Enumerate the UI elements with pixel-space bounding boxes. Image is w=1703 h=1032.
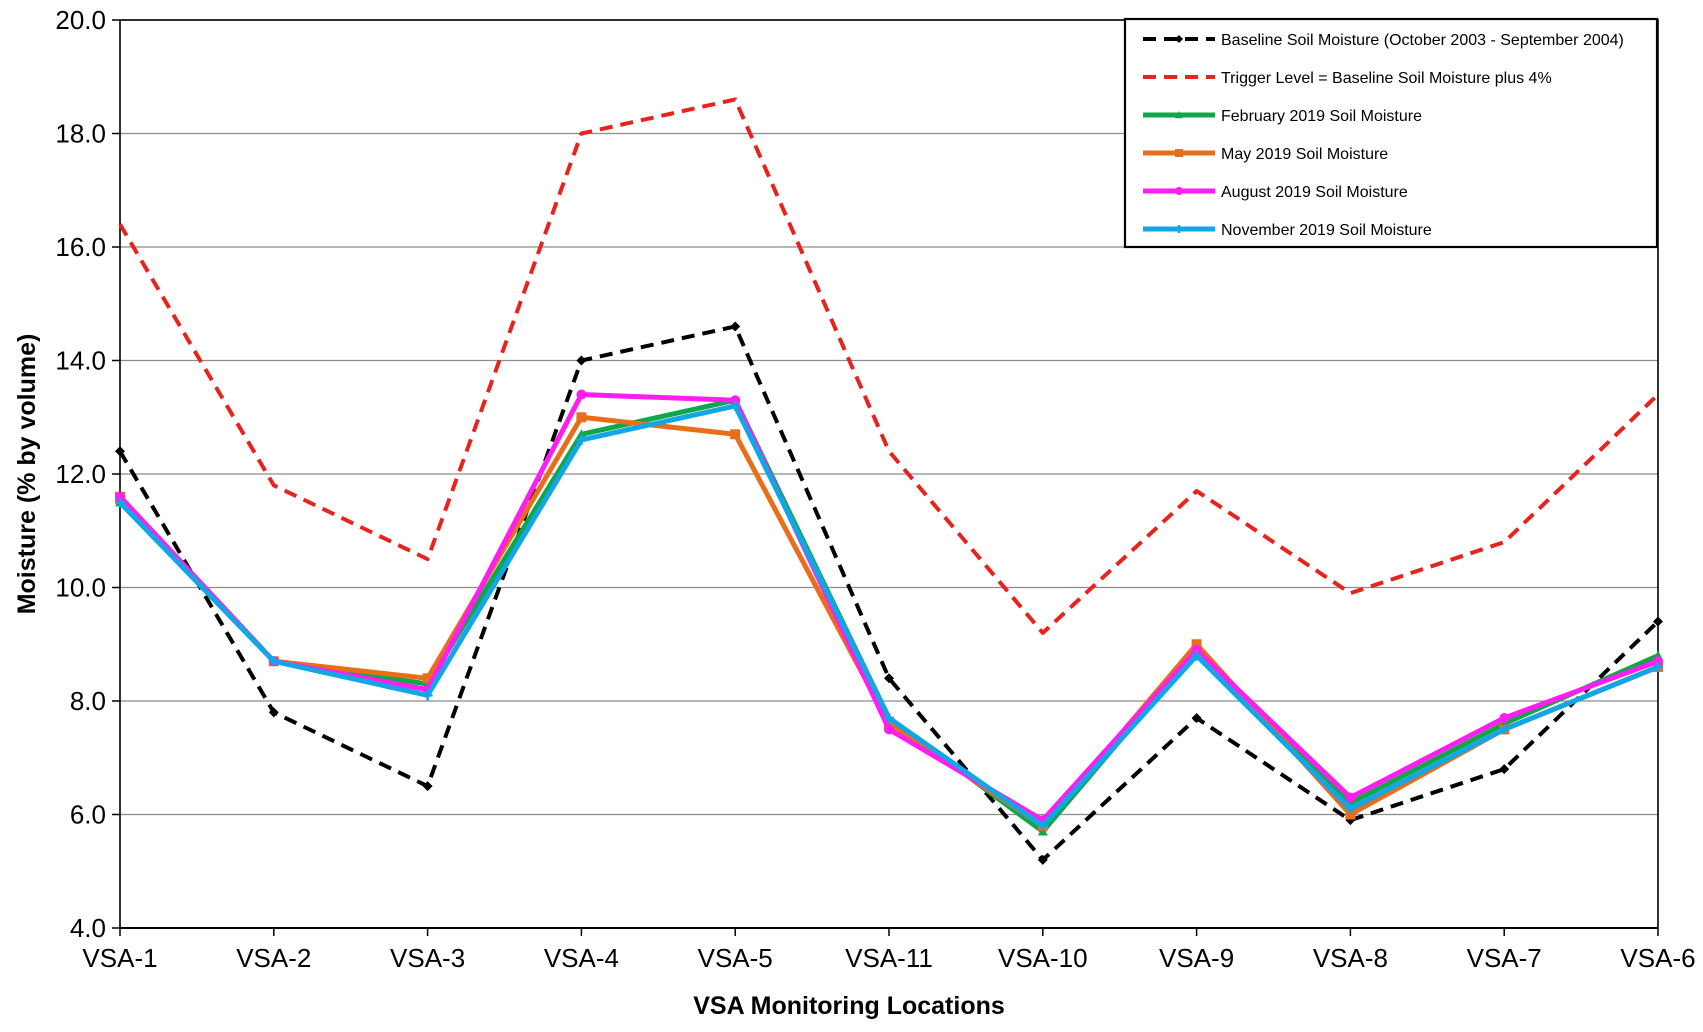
y-tick-label: 18.0 [55,119,106,149]
data-point [884,673,894,684]
series-0 [115,321,1663,865]
data-point [730,395,741,406]
data-point [268,707,279,718]
x-tick-label: VSA-7 [1467,943,1542,973]
data-point [730,429,741,440]
data-point [576,355,587,366]
data-point [576,429,587,439]
x-tick-label: VSA-5 [698,943,773,973]
x-tick-label: VSA-2 [236,943,311,973]
y-tick-label: 8.0 [70,686,106,716]
y-tick-label: 10.0 [55,573,106,603]
data-point [884,724,894,735]
data-point [1653,616,1663,627]
legend-label: Baseline Soil Moisture (October 2003 - S… [1221,32,1624,49]
data-point [1175,187,1183,195]
data-point [1345,792,1356,803]
series-4 [115,389,1663,826]
legend-label: Trigger Level = Baseline Soil Moisture p… [1221,70,1552,87]
data-point [1175,225,1183,233]
data-point [1345,809,1356,820]
data-point [576,412,587,423]
data-point [1499,764,1510,775]
legend-label: August 2019 Soil Moisture [1221,184,1408,201]
data-point [1191,639,1202,650]
y-axis-title: Moisture (% by volume) [13,334,41,615]
data-point [576,434,587,445]
data-point [1191,650,1202,661]
data-point [1175,111,1183,119]
y-tick-label: 20.0 [55,5,106,35]
data-point [422,781,433,792]
x-tick-label: VSA-3 [390,943,465,973]
data-point [422,673,433,684]
legend-label: February 2019 Soil Moisture [1221,108,1422,125]
data-point [1191,644,1202,655]
y-tick-label: 12.0 [55,459,106,489]
data-point [1037,826,1048,836]
x-tick-label: VSA-4 [544,943,619,973]
data-point [1175,149,1183,157]
x-tick-label: VSA-11 [845,943,933,973]
data-point [730,400,741,411]
series-line [118,97,1660,635]
data-point [115,497,125,508]
series-line [118,324,1660,862]
data-point [115,491,125,502]
y-tick-label: 16.0 [55,232,106,262]
data-point [268,656,279,667]
data-point [1653,656,1663,667]
data-point [1037,820,1048,831]
series-line [118,392,1659,823]
data-point [1499,713,1510,724]
x-tick-label: VSA-9 [1159,943,1234,973]
x-tick-label: VSA-10 [998,943,1088,973]
x-axis-title: VSA Monitoring Locations [693,992,1005,1020]
x-tick-label: VSA-6 [1620,943,1695,973]
data-point [1175,35,1183,43]
x-tick-label: VSA-8 [1313,943,1388,973]
y-tick-label: 6.0 [70,800,106,830]
data-point [1653,661,1663,672]
data-point [1037,854,1048,865]
data-point [115,446,125,457]
data-point [884,713,894,724]
data-point [1345,803,1356,814]
y-tick-label: 4.0 [70,913,106,943]
data-point [422,690,433,701]
data-point [1191,713,1202,724]
series-5 [115,400,1663,831]
legend-box [1123,17,1659,249]
data-point [1499,724,1510,735]
x-tick-label: VSA-1 [82,943,157,973]
axis-layer: 4.0 6.0 8.0 10.0 12.0 14.0 16.0 18.0 20.0 VSA-1 VS… [55,5,1695,973]
data-point [730,321,741,332]
legend: Baseline Soil Moisture (October 2003 - S… [1123,17,1659,249]
y-tick-label: 14.0 [55,346,106,376]
legend-label: May 2019 Soil Moisture [1221,146,1388,163]
series-layer [115,97,1663,865]
series-1 [118,97,1660,635]
data-point [576,389,587,400]
legend-label: November 2019 Soil Moisture [1221,222,1432,239]
